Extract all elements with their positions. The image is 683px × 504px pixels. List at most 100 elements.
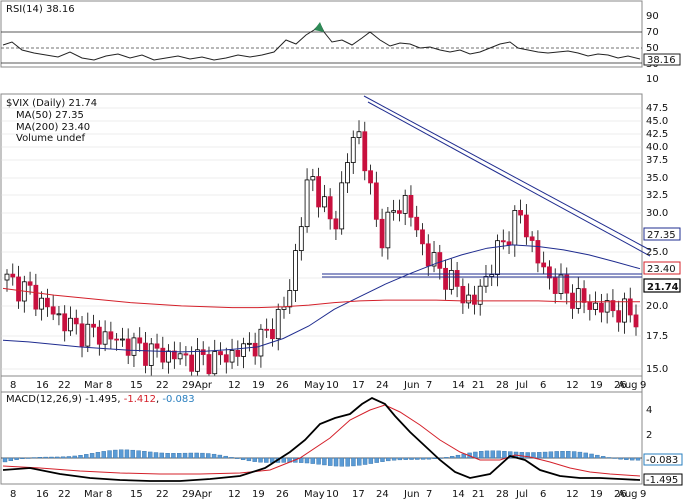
macd-hist-bar	[566, 451, 571, 459]
macd-hist-tag: -0.083	[646, 455, 678, 466]
macd-hist-bar	[606, 457, 612, 459]
macd-hist-bar	[502, 450, 507, 459]
candle-body	[454, 270, 460, 287]
macd-hist-bar	[113, 449, 118, 459]
candle-body	[235, 349, 241, 357]
date-tick-label: 19	[590, 489, 603, 500]
macd-hist-bar	[496, 450, 501, 459]
candle-body	[477, 285, 483, 305]
macd-hist-bar	[78, 455, 83, 459]
macd-hist-tag-box	[643, 453, 683, 466]
svg-text:50: 50	[646, 43, 659, 54]
date-tick-label: 22	[156, 489, 169, 500]
date-tick-label: 28	[496, 380, 509, 391]
svg-text:90: 90	[646, 11, 659, 22]
date-tick-label: 19	[252, 489, 265, 500]
candle-body	[489, 274, 495, 277]
candle-body	[506, 241, 512, 246]
date-tick-label: 19	[590, 380, 603, 391]
date-tick-label: 6	[540, 489, 546, 500]
macd-hist-bar	[124, 449, 130, 459]
ma200-tag-box	[643, 261, 681, 275]
date-tick-label: 17	[352, 489, 365, 500]
macd-hist-bar	[333, 457, 339, 467]
date-tick-label: 26	[276, 489, 289, 500]
candle-body	[414, 216, 420, 231]
ma50-line	[2, 244, 641, 353]
macd-hist-bar	[339, 457, 345, 467]
candle-body	[148, 343, 154, 366]
rsi-frame	[0, 0, 643, 68]
date-tick-label: 21	[472, 380, 485, 391]
candle-body	[420, 229, 425, 245]
price-y-ticks: 47.5 45.0 42.5 40.0 37.5 35.0 32.5 30.0 …	[646, 103, 668, 375]
candle-body	[616, 310, 622, 323]
rsi-value-tag: 38.16	[647, 55, 676, 66]
date-tick-label: Jun	[403, 380, 420, 391]
candle-body	[200, 349, 206, 355]
rsi-label: RSI(14) 38.16	[6, 4, 75, 15]
macd-hist-bar	[322, 457, 327, 466]
candle-body	[570, 292, 575, 309]
macd-hist-bar	[368, 457, 374, 464]
date-tick-label: 24	[376, 489, 389, 500]
date-tick-label: 19	[252, 380, 265, 391]
macd-hist-bar	[484, 450, 490, 459]
macd-hist-bar	[223, 455, 228, 459]
macd-hist-bar	[2, 457, 8, 463]
candle-body	[564, 274, 570, 294]
date-tick-label: 26	[614, 380, 627, 391]
candle-body	[397, 210, 402, 214]
macd-hist-bar	[159, 452, 164, 459]
macd-hist-bar	[281, 457, 286, 463]
macd-hist-bar	[246, 457, 252, 462]
svg-text:40.0: 40.0	[646, 142, 668, 153]
macd-hist-bar	[345, 457, 350, 467]
macd-hist-bar	[264, 457, 269, 463]
macd-hist-bar	[595, 454, 600, 459]
macd-hist-bar	[194, 452, 199, 459]
trendline-upper	[363, 95, 651, 251]
macd-hist-bar	[479, 451, 484, 459]
candle-body	[604, 300, 610, 313]
candle-body	[304, 179, 310, 228]
date-tick-label: 8	[10, 380, 16, 391]
last-price-tag: 21.74	[647, 282, 679, 293]
date-tick-label: 22	[58, 380, 71, 391]
candle-body	[10, 273, 16, 278]
date-tick-label: Aug	[618, 380, 638, 391]
date-tick-label: Mar	[84, 489, 104, 500]
candle-body	[33, 284, 39, 310]
macd-hist-bar	[635, 457, 641, 461]
rsi-overbought-marker	[314, 22, 324, 32]
date-tick-label: 15	[130, 489, 143, 500]
macd-hist-bar	[235, 457, 240, 459]
macd-hist-bar	[589, 453, 594, 459]
date-tick-label: Mar	[84, 380, 104, 391]
candle-body	[368, 170, 373, 184]
price-title: $VIX (Daily) 21.74	[6, 98, 97, 109]
macd-hist-bar	[147, 451, 153, 459]
macd-hist-bar	[316, 457, 321, 465]
date-tick-label: 12	[228, 380, 241, 391]
ma50-tag-box	[643, 227, 681, 241]
candle-body	[500, 240, 506, 243]
candle-body	[472, 294, 477, 305]
candle-body	[535, 240, 541, 264]
candle-body	[241, 343, 246, 357]
macd-histogram	[2, 449, 641, 467]
candle-body	[246, 342, 252, 345]
svg-text:47.5: 47.5	[646, 103, 668, 114]
candle-body	[425, 243, 431, 267]
candle-body	[171, 350, 177, 360]
date-tick-label: Jul	[515, 489, 528, 500]
candle-body	[558, 274, 564, 294]
candle-body	[593, 302, 599, 310]
macd-hist-bar	[577, 451, 583, 459]
macd-hist-bar	[107, 450, 112, 459]
date-tick-label: 12	[566, 380, 579, 391]
candle-body	[96, 326, 102, 345]
trendline-upper-2	[367, 101, 651, 257]
candle-body	[44, 297, 50, 308]
